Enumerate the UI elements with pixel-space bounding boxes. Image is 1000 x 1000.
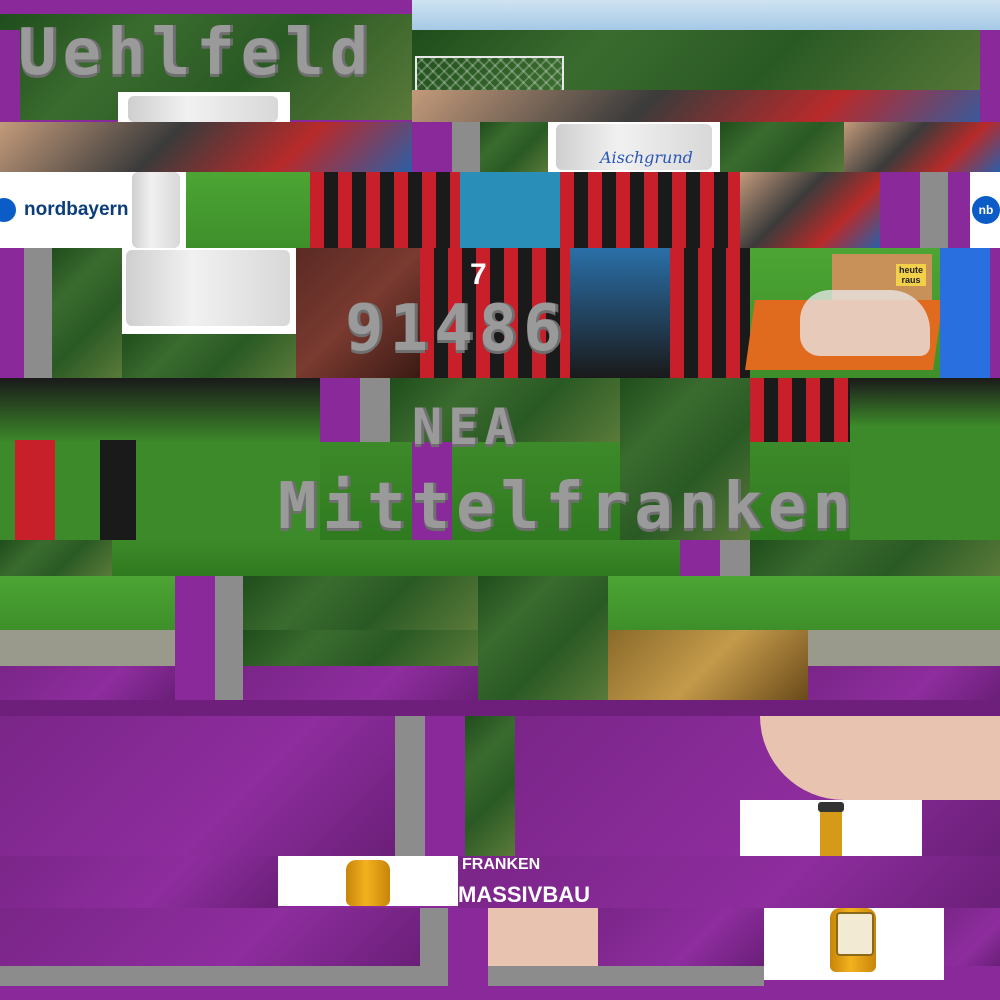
glitch-bar [412, 122, 452, 172]
glitch-bar [360, 378, 390, 442]
photo-tile-hedge [122, 334, 296, 378]
glitch-bar [680, 540, 720, 576]
beer-bottle-label [836, 912, 874, 956]
photo-tile-fir [478, 576, 608, 700]
glitch-bar [448, 908, 488, 1000]
photo-tile-kids [740, 172, 880, 248]
glitch-bar [425, 716, 465, 856]
photo-tile-fir [620, 378, 750, 540]
beer-bottle-neck [820, 806, 842, 856]
glitch-bar [412, 442, 452, 540]
glitch-bar [880, 172, 920, 248]
glitch-bar [420, 908, 448, 1000]
beer-mug-side [132, 172, 180, 248]
postal-code-overlay: 91486 [345, 292, 568, 366]
plastic-bag [800, 290, 930, 356]
beer-mug-bottom [126, 250, 290, 326]
photo-tile-player [570, 248, 670, 378]
glitch-bar [0, 700, 1000, 716]
photo-tile-purple-shirt [598, 908, 764, 966]
photo-tile-purple-shirt [243, 666, 478, 700]
glitch-bar [990, 248, 1000, 378]
photo-tile-path [808, 630, 1000, 666]
glitch-bar [0, 966, 420, 986]
photo-tile-sky [412, 0, 1000, 30]
photo-tile-kids [0, 122, 412, 174]
nordbayern-logo-text: nordbayern [24, 199, 129, 220]
photo-tile-spectators [412, 90, 1000, 122]
glitch-bar [0, 30, 20, 120]
glitch-bar [0, 986, 1000, 1000]
photo-tile-purple-shirt [458, 856, 1000, 908]
photo-tile-jersey-number [420, 248, 570, 378]
district-code-overlay: NEA [412, 398, 521, 456]
photo-tile-arm [488, 908, 598, 966]
photo-tile-purple-shirt [0, 666, 175, 700]
glitch-bar [0, 248, 24, 378]
photo-tile-kids [844, 122, 1000, 172]
photo-tile-socks [15, 440, 55, 540]
glitch-bar [175, 576, 215, 700]
photo-tile-jerseys [670, 248, 750, 378]
photo-tile-jerseys [560, 172, 740, 248]
photo-tile-hair [296, 248, 420, 378]
photo-tile-bushes [480, 122, 550, 172]
beer-bottle-left [346, 860, 390, 906]
jersey-number: 7 [470, 258, 487, 291]
photo-tile-hedge [465, 716, 515, 856]
photo-tile-purple-shirt [808, 666, 1000, 700]
photo-tile-hedge [52, 248, 122, 378]
photo-tile-jerseys [310, 172, 460, 248]
glitch-bar [320, 378, 360, 442]
photo-tile-field [750, 442, 850, 540]
glitch-bar [215, 576, 243, 700]
beer-mug-top [128, 96, 278, 122]
photo-tile-field [0, 576, 175, 630]
beer-bottle-cap [818, 802, 844, 812]
nb-logo-icon: nb [972, 196, 1000, 224]
photo-tile-blue-shirt [940, 248, 990, 378]
photo-tile-fir [390, 378, 620, 442]
nordbayern-logo-icon [0, 198, 16, 222]
photo-tile-jerseys [750, 378, 850, 442]
shirt-print-line2: MASSIVBAU [458, 882, 591, 907]
town-name-overlay: Uehlfeld [18, 16, 375, 90]
photo-tile-purple-shirt [0, 856, 278, 908]
glitch-bar [720, 540, 750, 576]
photo-tile-field [608, 576, 1000, 630]
photo-tile-blue-jersey [460, 172, 560, 248]
photo-tile-purple-shirt [944, 908, 1000, 966]
photo-tile-field [186, 172, 310, 248]
beer-mug-middle [556, 124, 712, 170]
region-overlay: Mittelfranken [278, 470, 857, 544]
photo-tile-socks [100, 440, 136, 540]
nordbayern-logo-card: nordbayern [0, 172, 130, 248]
glitch-bar [980, 30, 1000, 122]
photo-tile-bushes [720, 122, 844, 172]
glitch-bar [488, 966, 764, 986]
shirt-print-line1: FRANKEN [462, 856, 541, 873]
photo-tile-leaves [608, 630, 808, 700]
glitch-bar [920, 172, 948, 248]
photo-tile-trees [412, 30, 1000, 100]
photo-tile-field [112, 540, 680, 576]
photo-tile-path [0, 630, 175, 666]
photo-tile-purple-shirt [0, 908, 420, 966]
box-label: heute raus [896, 264, 926, 286]
photo-tile-fir [243, 576, 478, 630]
photo-tile-hedge [0, 540, 112, 576]
photo-tile-purple-shirt [0, 716, 395, 856]
photo-tile-neck [760, 716, 1000, 800]
photo-tile-field [320, 442, 620, 540]
glitch-bar [452, 122, 480, 172]
mug-print-text: Aischgrund [600, 148, 693, 167]
photo-tile-hedge [750, 540, 1000, 576]
photo-tile-fir [243, 630, 478, 666]
glitch-bar [24, 248, 52, 378]
glitch-bar [395, 716, 425, 856]
photo-tile-legs [850, 378, 1000, 540]
glitch-bar [0, 0, 412, 14]
